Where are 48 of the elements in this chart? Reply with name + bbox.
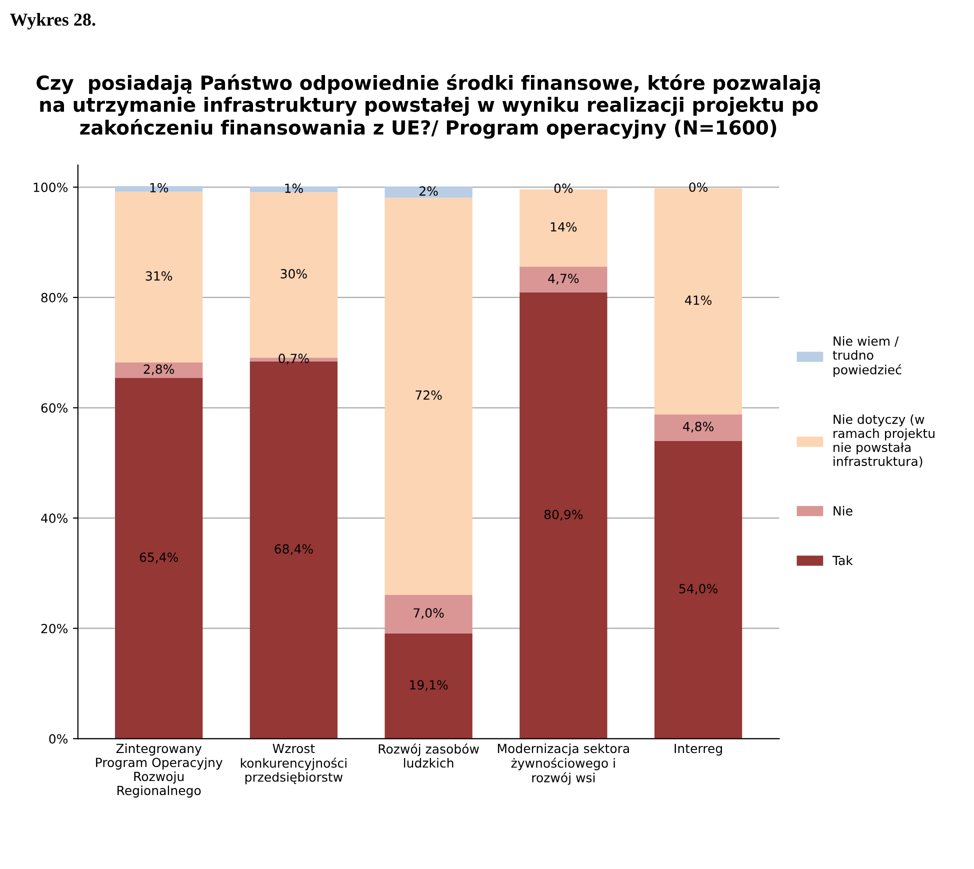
text: Wykres 28.	[10, 13, 96, 30]
bar	[384, 633, 472, 739]
data-label: 4,7%	[548, 274, 579, 284]
data-label: 2%	[420, 186, 438, 196]
x-tick-label: Zintegrowany Program Operacyjny Rozwoju Regionalnego	[96, 744, 222, 798]
data-label: 0%	[689, 182, 708, 192]
data-label: 1%	[285, 184, 303, 193]
y-tick-label: 0%	[49, 734, 68, 744]
bar	[520, 292, 608, 739]
data-label: 0%	[554, 184, 573, 193]
x-tick-label: Modernizacja sektora żywnościowego i rozwój wsi	[498, 744, 629, 785]
data-label: 7,0%	[414, 608, 444, 619]
bar	[115, 362, 203, 378]
y-tick-label: 40%	[41, 514, 68, 523]
bar	[115, 192, 203, 363]
data-label: 4,8%	[683, 422, 714, 433]
legend-label: Nie	[834, 506, 852, 516]
bar	[384, 186, 472, 198]
data-label: 2,8%	[144, 364, 174, 376]
legend-label: Nie dotyczy (w ramach projektu nie powstała infrastruktura)	[834, 414, 934, 468]
data-label: 0,7%	[278, 354, 309, 364]
x-tick-label: Rozwój zasobów ludzkich	[378, 744, 479, 768]
data-label: 65,4%	[140, 552, 178, 564]
bar	[520, 266, 608, 292]
data-label: 80,9%	[544, 510, 583, 520]
bar	[115, 378, 203, 739]
data-label: 72%	[416, 390, 442, 400]
x-tick-label: Wzrost konkurencyjności przedsiębiorstw	[240, 744, 346, 784]
bar	[384, 198, 472, 595]
chart-title: Czy posiadają Państwo odpowiednie środki finansowe, które pozwalają na utrzymanie infrastruktury powstałej w wyniku realizacji projektu po zakończeniu finansowania z UE?/ Program operacyjny (N=1600)	[36, 74, 820, 139]
y-tick-label: 80%	[41, 292, 68, 302]
data-label: 68,4%	[274, 544, 313, 555]
bar	[654, 414, 742, 441]
bar	[384, 594, 472, 634]
legend-label: Nie wiem / trudno powiedzieć	[832, 336, 902, 377]
data-label: 1%	[150, 182, 168, 192]
y-tick-label: 60%	[41, 403, 68, 413]
y-tick-label: 100%	[34, 182, 68, 192]
y-tick-label: 20%	[41, 624, 68, 634]
data-label: 41%	[685, 296, 712, 305]
data-label: 30%	[280, 269, 307, 278]
x-tick-label: Interreg	[674, 744, 722, 756]
data-label: 14%	[550, 222, 577, 232]
data-label: 54,0%	[679, 584, 718, 595]
data-label: 19,1%	[410, 680, 448, 691]
bar	[654, 440, 742, 739]
legend-label: Tak	[832, 556, 853, 566]
data-label: 31%	[146, 271, 172, 281]
